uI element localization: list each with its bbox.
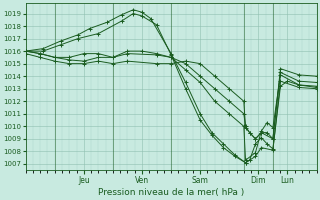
X-axis label: Pression niveau de la mer( hPa ): Pression niveau de la mer( hPa ) — [98, 188, 244, 197]
